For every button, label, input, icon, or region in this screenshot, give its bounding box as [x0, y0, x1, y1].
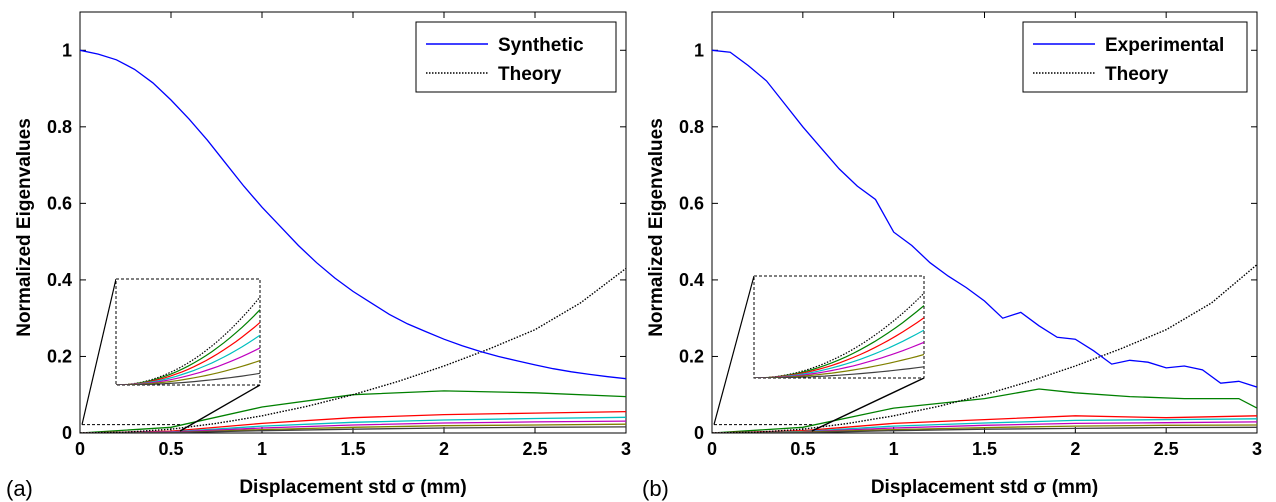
- inset-connector: [179, 384, 261, 432]
- y-tick-label: 0.2: [679, 346, 704, 366]
- x-tick-label: 0: [75, 439, 85, 459]
- x-tick-label: 3: [1252, 439, 1262, 459]
- x-tick-label: 1.5: [340, 439, 365, 459]
- series-line-theory: [712, 264, 1257, 433]
- legend-box: [1022, 21, 1248, 93]
- series-line-eigenvalue-7: [80, 426, 626, 433]
- y-tick-label: 0.8: [679, 117, 704, 137]
- y-tick-label: 1: [694, 40, 704, 60]
- y-tick-label: 0.4: [47, 270, 72, 290]
- inset-series-line: [754, 366, 924, 378]
- y-tick-label: 1: [62, 40, 72, 60]
- y-tick-label: 0.8: [47, 117, 72, 137]
- series-line-theory: [80, 267, 626, 433]
- inset-connector: [811, 377, 925, 432]
- x-tick-label: 1: [257, 439, 267, 459]
- legend: Synthetic Theory: [415, 21, 617, 93]
- x-tick-label: 0: [707, 439, 717, 459]
- y-axis-label: Normalized Eigenvalues: [14, 118, 35, 337]
- inset-connector: [81, 278, 117, 425]
- inset-series-line: [116, 372, 260, 385]
- legend-label-experimental: Experimental: [1105, 35, 1224, 56]
- y-tick-label: 0.4: [679, 270, 704, 290]
- legend-label-theory: Theory: [1105, 64, 1169, 85]
- series-line-eigenvalue-2: [712, 388, 1257, 433]
- legend: Experimental Theory: [1022, 21, 1248, 93]
- y-axis-label: Normalized Eigenvalues: [646, 118, 667, 337]
- x-tick-label: 2: [1070, 439, 1080, 459]
- panel-label-a: (a): [6, 476, 33, 501]
- chart-panel-a: 0 0.5 1 1.5 2 2.5 3 0 0.2 0.4 0.6 0.8 1 Displacement …: [14, 11, 631, 498]
- inset-connector: [713, 275, 755, 425]
- panel-label-b: (b): [642, 476, 669, 501]
- legend-label-theory: Theory: [498, 64, 562, 85]
- series-line-eigenvalue-7: [712, 426, 1257, 433]
- x-tick-label: 0.5: [158, 439, 183, 459]
- x-axis-label: Displacement std σ (mm): [239, 477, 466, 498]
- x-tick-label: 0.5: [790, 439, 815, 459]
- legend-label-synthetic: Synthetic: [498, 35, 584, 56]
- legend-box: [415, 21, 617, 93]
- x-tick-label: 2.5: [522, 439, 547, 459]
- series-line-synthetic: [80, 49, 626, 380]
- x-tick-label: 1: [889, 439, 899, 459]
- y-tick-label: 0.6: [679, 193, 704, 213]
- x-tick-label: 2: [439, 439, 449, 459]
- chart-panel-b: 0 0.5 1 1.5 2 2.5 3 0 0.2 0.4 0.6 0.8 1 Displacement …: [646, 11, 1262, 498]
- x-tick-label: 2.5: [1154, 439, 1179, 459]
- plot-area: [80, 49, 626, 433]
- y-tick-label: 0: [694, 423, 704, 443]
- plot-area: [712, 49, 1257, 433]
- series-line-eigenvalue-3: [712, 415, 1257, 433]
- x-axis-label: Displacement std σ (mm): [871, 477, 1098, 498]
- inset-plot: [116, 296, 260, 385]
- y-tick-label: 0.2: [47, 346, 72, 366]
- x-tick-label: 1.5: [972, 439, 997, 459]
- y-tick-label: 0.6: [47, 193, 72, 213]
- y-tick-label: 0: [62, 423, 72, 443]
- x-tick-label: 3: [621, 439, 631, 459]
- series-line-eigenvalue-3: [80, 410, 626, 433]
- inset-plot: [754, 292, 924, 378]
- series-line-experimental: [712, 49, 1257, 388]
